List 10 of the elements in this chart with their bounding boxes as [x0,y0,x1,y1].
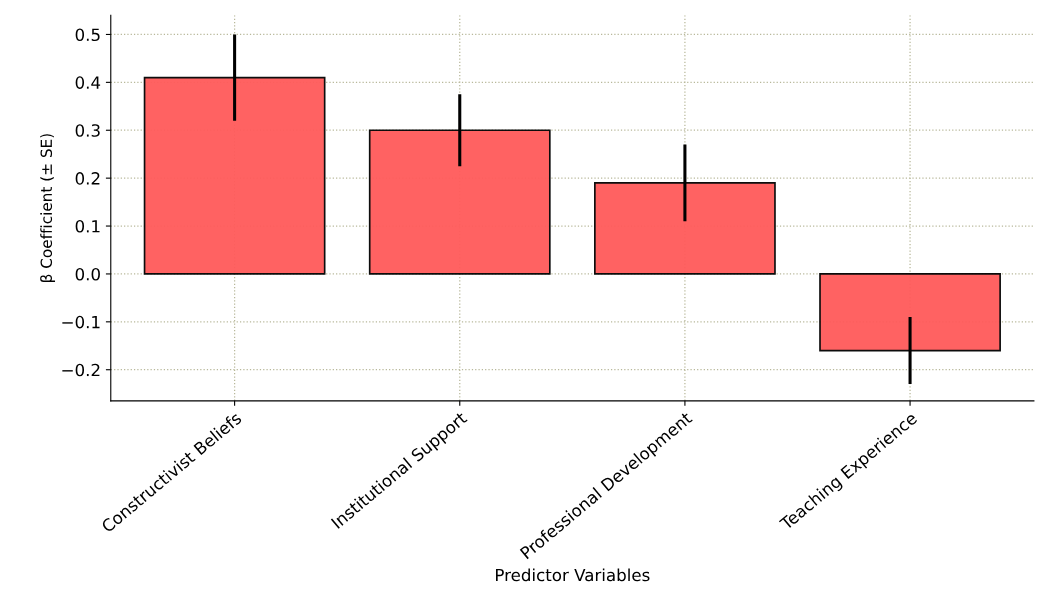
y-tick-label: 0.4 [75,76,101,89]
y-tick-label: 0.3 [75,124,100,137]
y-tick-label: 0.5 [75,28,100,42]
y-axis-title: β Coefficient (± SE) [40,134,56,282]
y-tick-label: 0.2 [75,172,100,185]
x-axis-title: Predictor Variables [496,568,650,582]
y-tick-label: 0.1 [75,220,100,233]
y-tick-label: 0.0 [75,267,100,281]
y-tick-label: −0.1 [62,315,100,329]
y-tick-label: −0.2 [62,363,100,377]
